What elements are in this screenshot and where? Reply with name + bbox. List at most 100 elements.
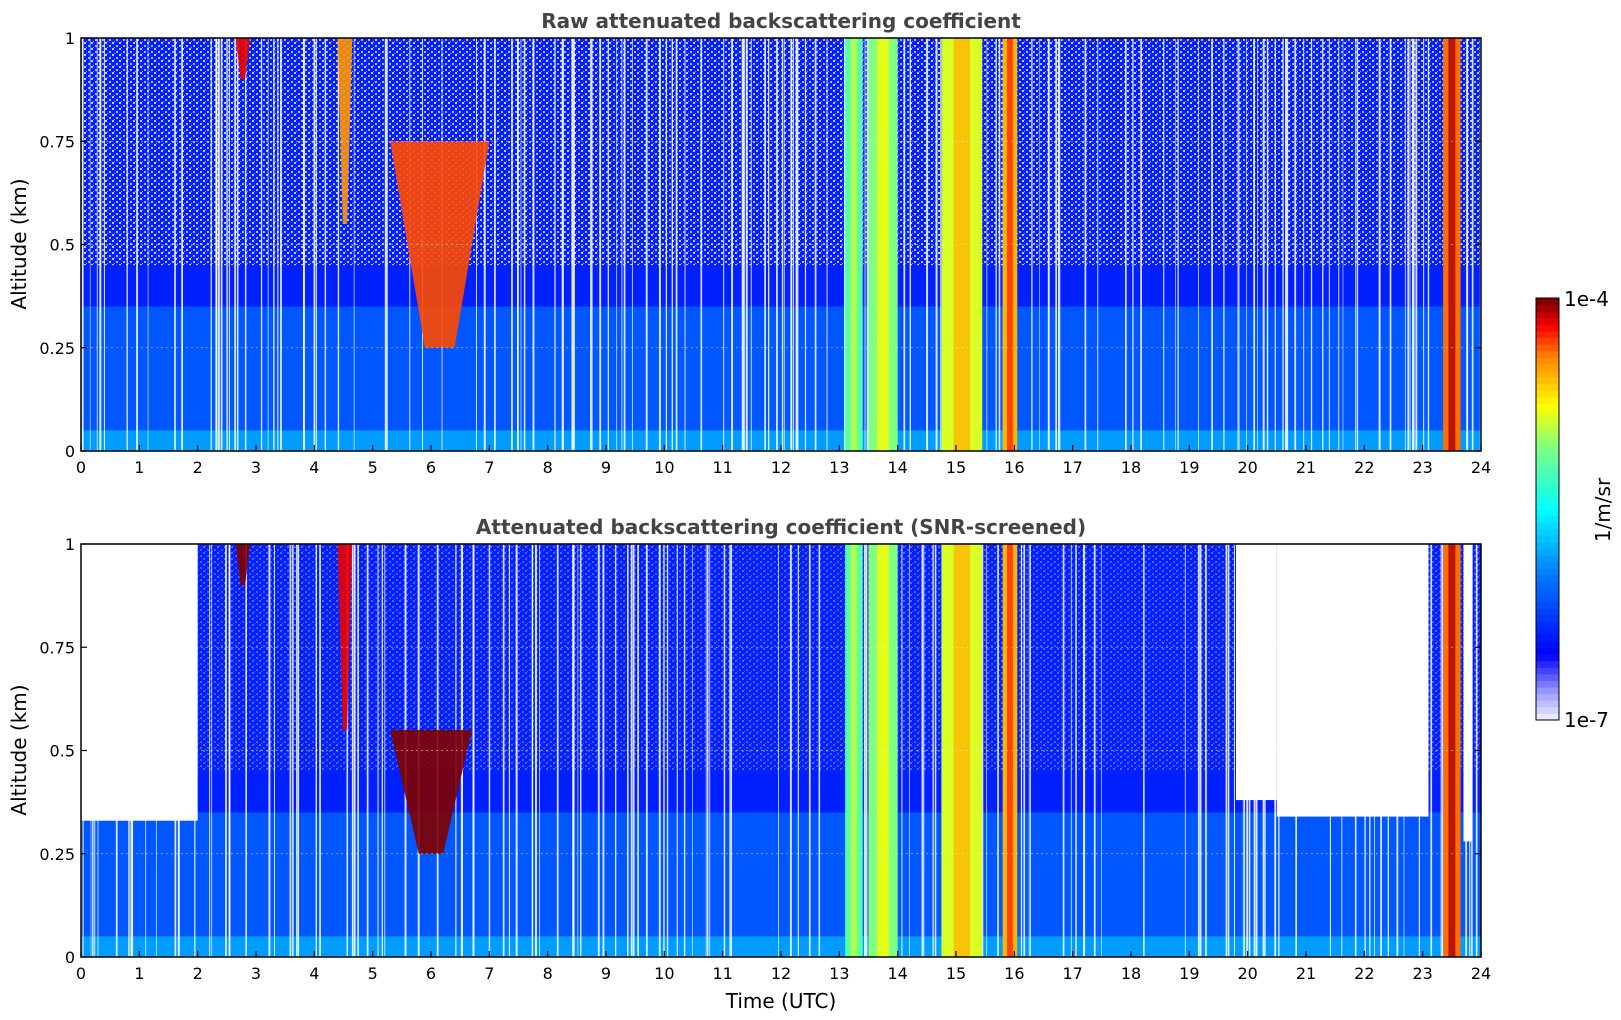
panel-raw: Raw attenuated backscattering coefficien… — [7, 9, 1491, 477]
x-tick-label: 1 — [134, 458, 144, 477]
colorbar-step — [1536, 311, 1559, 319]
colorbar-step — [1536, 614, 1559, 622]
y-tick-label: 1 — [65, 29, 75, 48]
y-axis-label: Altitude (km) — [7, 684, 31, 815]
colorbar-step — [1536, 390, 1559, 398]
x-tick-label: 14 — [887, 458, 907, 477]
colorbar-step — [1536, 476, 1559, 484]
rain-core — [1007, 544, 1013, 957]
colorbar-step — [1536, 462, 1559, 470]
x-tick-label: 21 — [1296, 458, 1316, 477]
aerosol-layer — [81, 306, 1481, 451]
x-tick-label: 22 — [1354, 458, 1374, 477]
colorbar-step — [1536, 383, 1559, 391]
panel-title: Raw attenuated backscattering coefficien… — [541, 9, 1021, 33]
colorbar-step — [1536, 607, 1559, 615]
colorbar-step — [1536, 581, 1559, 589]
x-tick-label: 5 — [368, 458, 378, 477]
x-tick-label: 23 — [1412, 458, 1432, 477]
y-tick-label: 0.5 — [50, 742, 75, 761]
colorbar-steps — [1535, 297, 1560, 721]
colorbar-step — [1536, 594, 1559, 602]
x-tick-label: 14 — [887, 964, 907, 983]
colorbar-step — [1536, 660, 1559, 668]
aerosol-layer — [81, 812, 1481, 957]
cloud-echo — [337, 38, 353, 224]
x-tick-label: 6 — [426, 964, 436, 983]
x-tick-label: 20 — [1237, 458, 1257, 477]
colorbar-step — [1536, 482, 1559, 490]
screened-region — [81, 544, 198, 821]
screened-region — [1276, 544, 1429, 817]
colorbar-step — [1536, 423, 1559, 431]
x-tick-label: 10 — [654, 458, 674, 477]
colorbar-step — [1536, 561, 1559, 569]
x-tick-label: 9 — [601, 458, 611, 477]
x-axis: 0 1 2 3 4 5 6 7 8 9 10 11 12 13 14 15 16 17 18 19 20 21 22 23 24 — [76, 445, 1491, 477]
colorbar-step — [1536, 713, 1559, 721]
x-tick-label: 16 — [1004, 964, 1024, 983]
cloud-echo — [337, 544, 353, 730]
x-axis-label: Time (UTC) — [725, 989, 837, 1013]
colorbar-min-label: 1e-7 — [1564, 708, 1609, 732]
colorbar-step — [1536, 502, 1559, 510]
x-tick-label: 17 — [1062, 964, 1082, 983]
x-tick-label: 5 — [368, 964, 378, 983]
x-tick-label: 20 — [1237, 964, 1257, 983]
colorbar-step — [1536, 535, 1559, 543]
colorbar-step — [1536, 324, 1559, 332]
colorbar-step — [1536, 621, 1559, 629]
colorbar-step — [1536, 403, 1559, 411]
x-tick-label: 22 — [1354, 964, 1374, 983]
x-tick-label: 19 — [1179, 964, 1199, 983]
colorbar: 1e-4 1e-7 1/m/sr — [1535, 287, 1615, 732]
x-tick-label: 11 — [712, 964, 732, 983]
x-tick-label: 7 — [484, 964, 494, 983]
x-tick-label: 15 — [946, 458, 966, 477]
colorbar-max-label: 1e-4 — [1564, 287, 1609, 311]
colorbar-step — [1536, 588, 1559, 596]
x-tick-label: 10 — [654, 964, 674, 983]
x-tick-label: 8 — [543, 458, 553, 477]
colorbar-step — [1536, 627, 1559, 635]
colorbar-step — [1536, 515, 1559, 523]
x-tick-label: 23 — [1412, 964, 1432, 983]
colorbar-step — [1536, 429, 1559, 437]
colorbar-step — [1536, 363, 1559, 372]
colorbar-step — [1536, 298, 1559, 306]
colorbar-step — [1536, 680, 1559, 688]
x-tick-label: 2 — [193, 458, 203, 477]
y-axis-label: Altitude (km) — [7, 178, 31, 309]
y-tick-label: 0 — [65, 442, 75, 461]
x-tick-label: 9 — [601, 964, 611, 983]
colorbar-step — [1536, 693, 1559, 701]
colorbar-step — [1536, 495, 1559, 503]
colorbar-step — [1536, 357, 1559, 365]
noise-texture — [81, 38, 1481, 266]
y-tick-label: 0.25 — [39, 339, 75, 358]
x-tick-label: 7 — [484, 458, 494, 477]
x-tick-label: 12 — [771, 458, 791, 477]
colorbar-step — [1536, 377, 1559, 385]
panel-title: Attenuated backscattering coefficient (S… — [476, 515, 1086, 539]
rain-core — [877, 544, 889, 957]
colorbar-step — [1536, 601, 1559, 609]
colorbar-step — [1536, 443, 1559, 451]
x-tick-label: 0 — [76, 458, 86, 477]
x-tick-label: 4 — [309, 964, 319, 983]
colorbar-step — [1536, 541, 1559, 550]
colorbar-step — [1536, 509, 1559, 517]
x-tick-label: 21 — [1296, 964, 1316, 983]
colorbar-unit-label: 1/m/sr — [1591, 477, 1615, 542]
cloud-echo — [390, 729, 472, 854]
colorbar-step — [1536, 667, 1559, 675]
colorbar-step — [1536, 489, 1559, 497]
y-tick-label: 0.5 — [50, 236, 75, 255]
y-axis: 0 0.25 0.5 0.75 1 — [39, 29, 1481, 461]
colorbar-step — [1536, 436, 1559, 444]
x-tick-label: 24 — [1471, 964, 1491, 983]
y-tick-label: 0.25 — [39, 845, 75, 864]
colorbar-step — [1536, 396, 1559, 404]
x-tick-label: 8 — [543, 964, 553, 983]
x-tick-label: 3 — [251, 458, 261, 477]
